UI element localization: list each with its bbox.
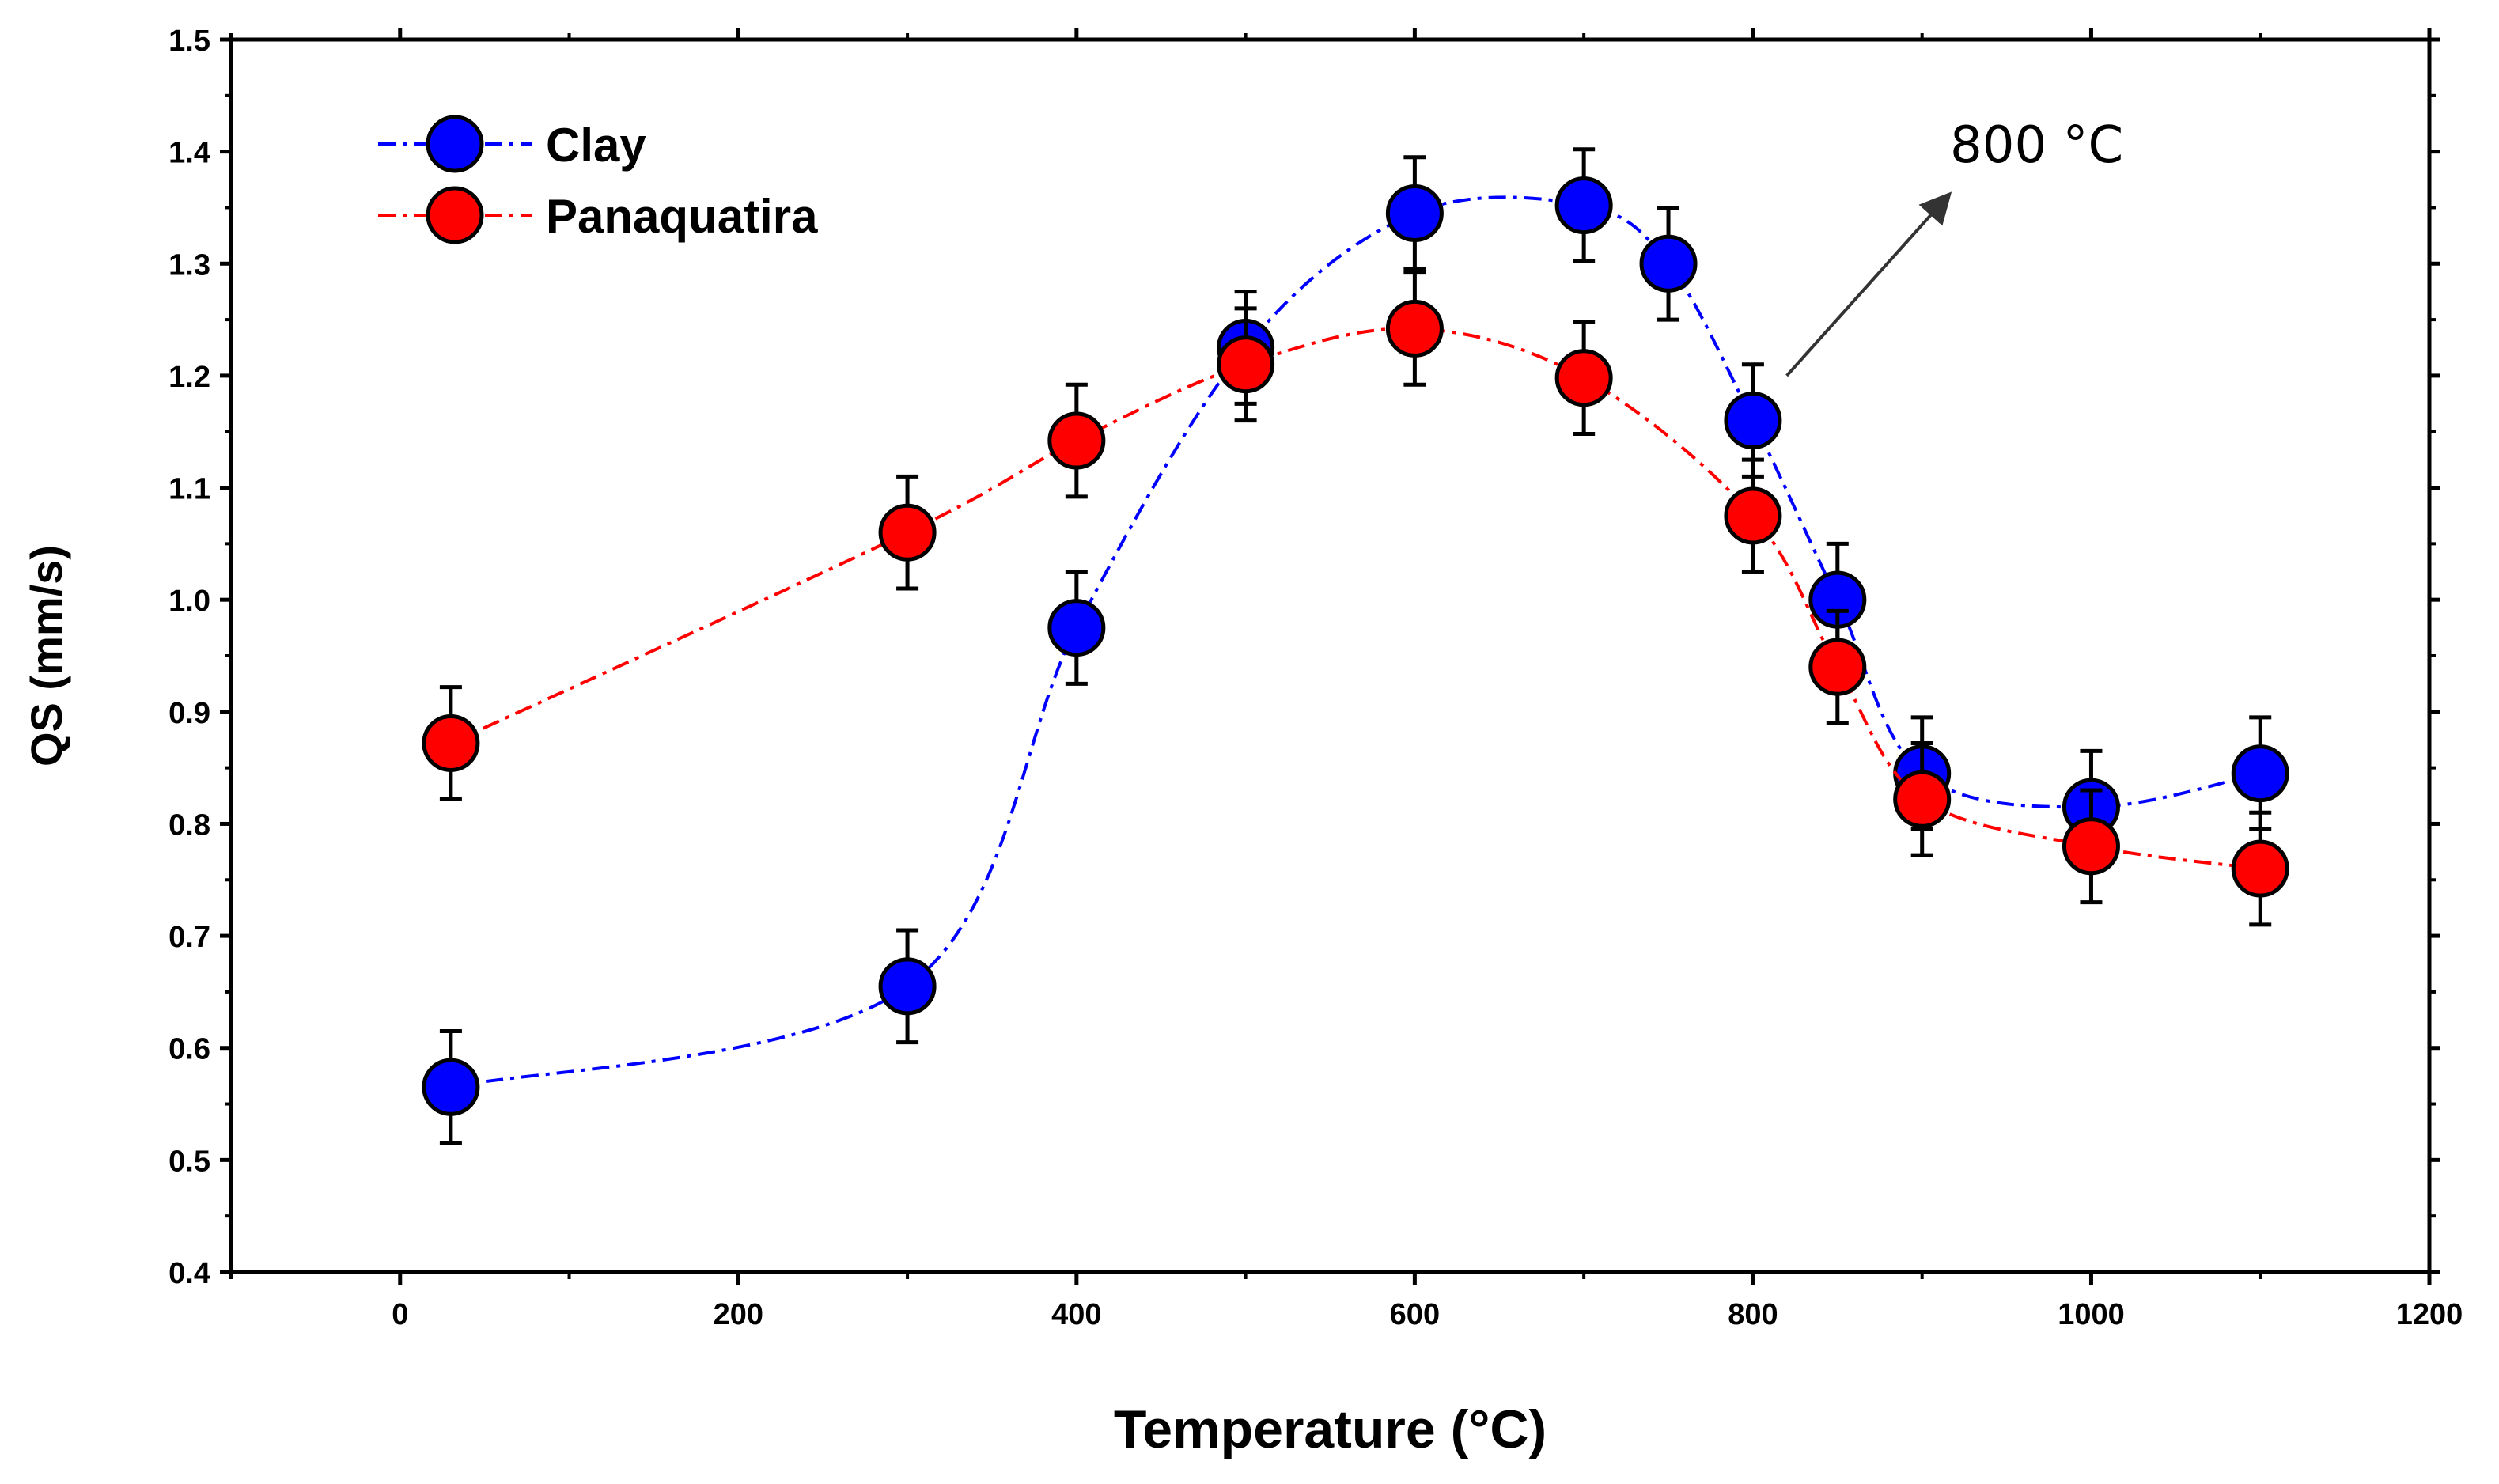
- x-tick-label: 200: [714, 1298, 763, 1331]
- data-point-panaquatira: [878, 503, 937, 562]
- y-tick-label: 0.7: [168, 921, 210, 954]
- data-point-clay: [1385, 184, 1444, 243]
- data-point-clay: [1724, 392, 1782, 450]
- annotation-arrow: [1785, 191, 1952, 377]
- y-tick-label: 0.6: [168, 1033, 210, 1066]
- x-tick-label: 1000: [2058, 1298, 2125, 1331]
- axes-group: 0.4 0.5 0.6 0.7 0.8 0.9 1.0 1.1 1.2 1.3 1.4 1.5 0 200…: [168, 25, 2463, 1331]
- x-tick-label: 400: [1051, 1298, 1101, 1331]
- annotation-label: 800 °C: [1950, 116, 2123, 175]
- legend: Clay Panaquatira: [378, 115, 818, 244]
- y-tick-label: 1.2: [168, 361, 210, 394]
- data-point-panaquatira: [1893, 770, 1952, 828]
- data-point-panaquatira: [1724, 486, 1782, 545]
- y-tick-label: 0.4: [168, 1257, 210, 1290]
- data-point-clay: [1554, 176, 1613, 235]
- data-point-panaquatira: [2231, 839, 2289, 898]
- data-point-panaquatira: [2062, 817, 2120, 876]
- y-tick-label: 1.5: [168, 25, 210, 58]
- data-point-clay: [2231, 744, 2289, 803]
- series-panaquatira: [422, 271, 2289, 927]
- y-tick-label: 1.1: [168, 473, 210, 506]
- legend-label-panaquatira: Panaquatira: [546, 190, 818, 243]
- x-tick-label: 800: [1728, 1298, 1778, 1331]
- data-point-clay: [878, 957, 937, 1016]
- y-tick-label: 1.4: [168, 137, 210, 170]
- data-point-panaquatira: [1217, 335, 1275, 394]
- data-point-clay: [1639, 234, 1698, 293]
- y-tick-label: 1.3: [168, 248, 210, 282]
- x-axis-title: Temperature (°C): [1114, 1399, 1547, 1459]
- data-point-clay: [422, 1058, 480, 1116]
- y-tick-label: 0.5: [168, 1145, 210, 1178]
- x-tick-label: 1200: [2396, 1298, 2463, 1331]
- series-clay: [422, 147, 2289, 1145]
- data-point-panaquatira: [1808, 638, 1867, 696]
- legend-marker-panaquatira: [426, 186, 484, 244]
- y-axis-title: QS (mm/s): [21, 545, 71, 767]
- x-tick-label: 0: [392, 1298, 408, 1331]
- data-point-panaquatira: [422, 714, 480, 772]
- legend-label-clay: Clay: [546, 119, 646, 172]
- data-point-panaquatira: [1047, 411, 1106, 470]
- data-point-panaquatira: [1385, 299, 1444, 358]
- data-point-panaquatira: [1554, 349, 1613, 407]
- legend-marker-clay: [426, 115, 484, 173]
- series-line-clay: [450, 195, 2261, 1089]
- y-tick-label: 1.0: [168, 585, 210, 618]
- y-tick-label: 0.9: [168, 697, 210, 730]
- y-tick-label: 0.8: [168, 808, 210, 842]
- x-tick-label: 600: [1390, 1298, 1440, 1331]
- data-point-clay: [1047, 599, 1106, 657]
- series-line-panaquatira: [450, 327, 2261, 871]
